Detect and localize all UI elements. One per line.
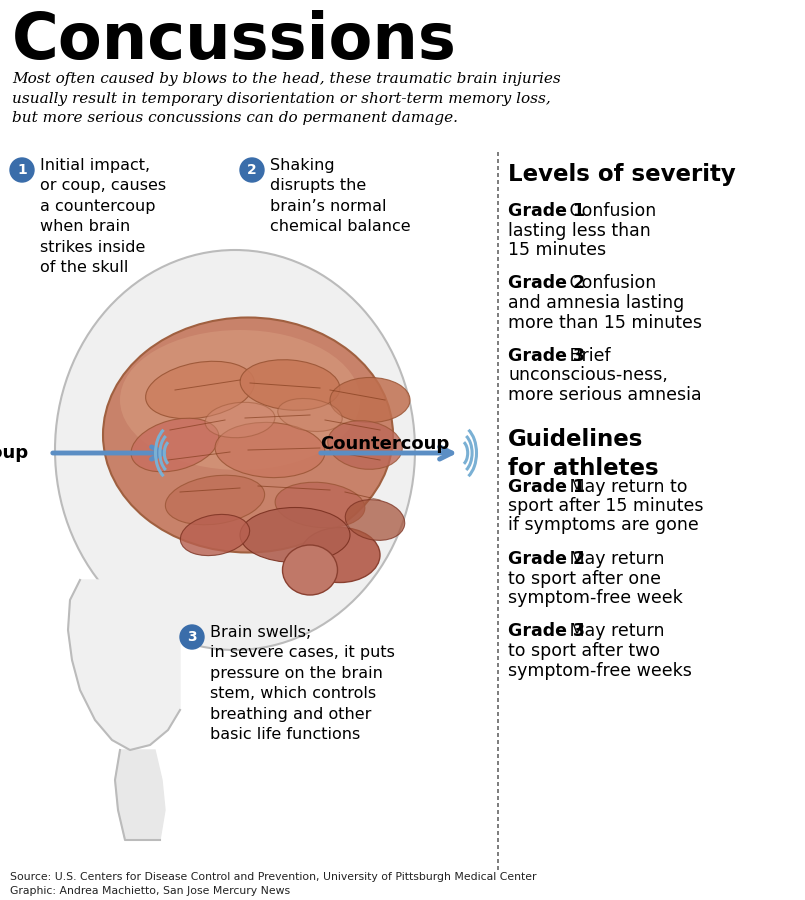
Polygon shape [115,750,165,840]
Ellipse shape [205,402,275,437]
Circle shape [180,625,204,649]
Ellipse shape [328,420,402,469]
Circle shape [10,158,34,182]
Ellipse shape [165,475,265,525]
Text: Brief: Brief [564,347,611,365]
Text: Concussions: Concussions [12,10,457,72]
Text: and amnesia lasting: and amnesia lasting [508,294,684,312]
Ellipse shape [345,500,405,540]
Text: Grade 1: Grade 1 [508,202,585,220]
Ellipse shape [131,418,219,472]
Text: Countercoup: Countercoup [320,435,450,453]
Text: Most often caused by blows to the head, these traumatic brain injuries
usually r: Most often caused by blows to the head, … [12,72,561,125]
Text: sport after 15 minutes: sport after 15 minutes [508,497,704,515]
Text: May return to: May return to [564,478,687,496]
Text: more than 15 minutes: more than 15 minutes [508,313,702,331]
Text: Source: U.S. Centers for Disease Control and Prevention, University of Pittsburg: Source: U.S. Centers for Disease Control… [10,872,536,896]
Text: Initial impact,
or coup, causes
a countercoup
when brain
strikes inside
of the s: Initial impact, or coup, causes a counte… [40,158,166,275]
Ellipse shape [55,250,415,650]
Text: symptom-free weeks: symptom-free weeks [508,662,691,680]
Text: lasting less than: lasting less than [508,221,650,239]
Text: 1: 1 [17,163,27,177]
Ellipse shape [215,422,325,478]
Text: Confusion: Confusion [564,202,656,220]
Text: Grade 2: Grade 2 [508,550,585,568]
Ellipse shape [278,399,342,431]
Circle shape [240,158,264,182]
Text: May return: May return [564,550,664,568]
Text: Grade 3: Grade 3 [508,623,585,641]
Text: symptom-free week: symptom-free week [508,589,683,607]
Ellipse shape [330,377,410,422]
Text: Brain swells;
in severe cases, it puts
pressure on the brain
stem, which control: Brain swells; in severe cases, it puts p… [210,625,395,742]
Text: 2: 2 [247,163,257,177]
Text: to sport after two: to sport after two [508,642,660,660]
Text: 3: 3 [188,630,196,644]
Ellipse shape [103,318,393,553]
Ellipse shape [240,508,350,562]
Text: if symptoms are gone: if symptoms are gone [508,517,699,535]
Text: Grade 2: Grade 2 [508,274,585,292]
Ellipse shape [240,360,340,410]
Text: more serious amnesia: more serious amnesia [508,386,702,404]
Text: to sport after one: to sport after one [508,570,661,588]
Ellipse shape [300,527,380,582]
Text: unconscious­ness,: unconscious­ness, [508,366,668,384]
Text: Levels of severity: Levels of severity [508,163,736,186]
Ellipse shape [283,545,337,595]
Polygon shape [68,580,180,750]
Ellipse shape [275,482,365,527]
Ellipse shape [120,330,360,470]
Ellipse shape [180,515,250,555]
Text: Guidelines
for athletes: Guidelines for athletes [508,428,658,480]
Text: Shaking
disrupts the
brain’s normal
chemical balance: Shaking disrupts the brain’s normal chem… [270,158,411,234]
Text: Grade 3: Grade 3 [508,347,585,365]
Ellipse shape [146,361,254,419]
Text: Coup: Coup [0,444,28,462]
Text: 15 minutes: 15 minutes [508,241,606,259]
Text: Confusion: Confusion [564,274,656,292]
Text: Grade 1: Grade 1 [508,478,585,496]
Text: May return: May return [564,623,664,641]
